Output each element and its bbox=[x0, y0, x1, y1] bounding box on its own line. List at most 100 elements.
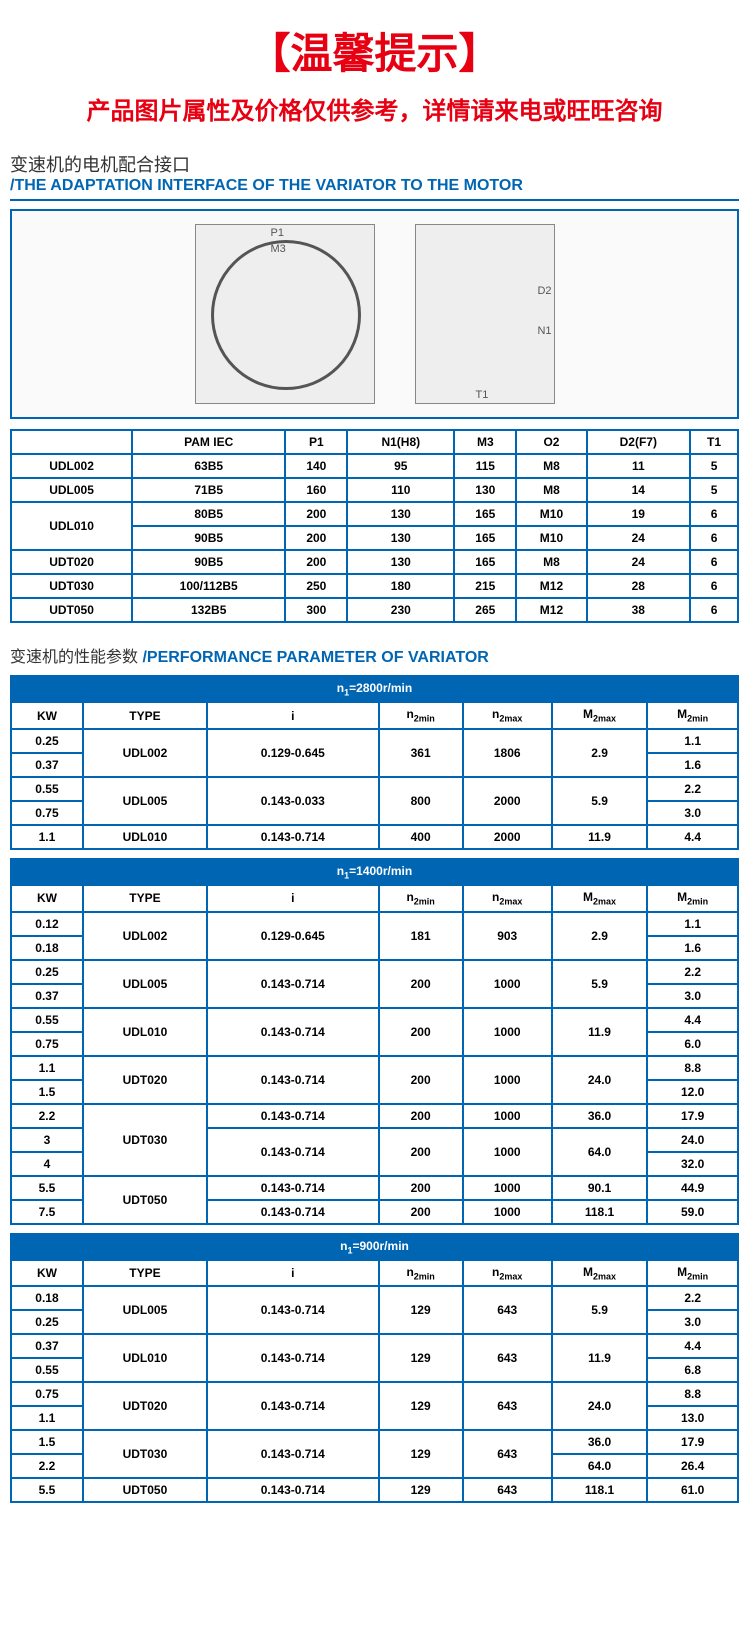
table-cell: 6 bbox=[690, 598, 738, 622]
perf-column-header: TYPE bbox=[83, 1260, 207, 1286]
perf-column-row: KWTYPEin2minn2maxM2maxM2min bbox=[11, 1260, 738, 1286]
table-header-cell: O2 bbox=[516, 430, 586, 454]
perf-cell: 129 bbox=[379, 1430, 463, 1478]
perf-cell: UDL002 bbox=[83, 729, 207, 777]
perf-cell: 24.0 bbox=[552, 1056, 648, 1104]
perf-column-header: n2min bbox=[379, 702, 463, 728]
perf-cell: 0.143-0.714 bbox=[207, 1478, 379, 1502]
table-cell: M10 bbox=[516, 526, 586, 550]
perf-cell: 11.9 bbox=[552, 1008, 648, 1056]
perf-cell: 2.2 bbox=[647, 1286, 738, 1310]
perf-column-row: KWTYPEin2minn2maxM2maxM2min bbox=[11, 885, 738, 911]
table-header-cell: PAM IEC bbox=[132, 430, 285, 454]
table-cell: UDT050 bbox=[11, 598, 132, 622]
table-cell: UDL005 bbox=[11, 478, 132, 502]
perf-data-row: 0.18UDL0050.143-0.7141296435.92.2 bbox=[11, 1286, 738, 1310]
perf-column-header: M2min bbox=[647, 885, 738, 911]
table-cell: UDL010 bbox=[11, 502, 132, 550]
perf-cell: 800 bbox=[379, 777, 463, 825]
perf-cell: UDT020 bbox=[83, 1382, 207, 1430]
table-cell: 28 bbox=[587, 574, 691, 598]
table-cell: 6 bbox=[690, 574, 738, 598]
table-cell: 215 bbox=[454, 574, 516, 598]
perf-data-row: 0.37UDL0100.143-0.71412964311.94.4 bbox=[11, 1334, 738, 1358]
perf-cell: 0.55 bbox=[11, 1008, 83, 1032]
table-cell: 165 bbox=[454, 502, 516, 526]
perf-cell: 61.0 bbox=[647, 1478, 738, 1502]
section2-title-en: /PERFORMANCE PARAMETER OF VARIATOR bbox=[142, 649, 488, 666]
perf-cell: 361 bbox=[379, 729, 463, 777]
table-cell: 6 bbox=[690, 526, 738, 550]
perf-data-row: 0.25UDL0020.129-0.64536118062.91.1 bbox=[11, 729, 738, 753]
table-cell: 130 bbox=[454, 478, 516, 502]
table-cell: M8 bbox=[516, 454, 586, 478]
perf-cell: 12.0 bbox=[647, 1080, 738, 1104]
perf-data-row: 0.25UDL0050.143-0.71420010005.92.2 bbox=[11, 960, 738, 984]
perf-column-header: n2min bbox=[379, 885, 463, 911]
perf-cell: 5.9 bbox=[552, 960, 648, 1008]
perf-cell: 1000 bbox=[463, 960, 552, 1008]
perf-cell: 1.1 bbox=[11, 1056, 83, 1080]
perf-cell: 11.9 bbox=[552, 1334, 648, 1382]
performance-table: n1=900r/minKWTYPEin2minn2maxM2maxM2min0.… bbox=[10, 1233, 739, 1504]
perf-column-header: n2min bbox=[379, 1260, 463, 1286]
table-cell: 300 bbox=[285, 598, 347, 622]
perf-cell: 200 bbox=[379, 1200, 463, 1224]
perf-column-header: i bbox=[207, 885, 379, 911]
perf-cell: 181 bbox=[379, 912, 463, 960]
perf-cell: 26.4 bbox=[647, 1454, 738, 1478]
perf-cell: 1.1 bbox=[11, 825, 83, 849]
perf-cell: 36.0 bbox=[552, 1104, 648, 1128]
perf-cell: 5.5 bbox=[11, 1478, 83, 1502]
diagram-label-m3: M3 bbox=[271, 243, 286, 255]
diagram-label-p1: P1 bbox=[271, 227, 284, 239]
perf-cell: 200 bbox=[379, 1176, 463, 1200]
table-cell: M12 bbox=[516, 574, 586, 598]
perf-cell: 2.9 bbox=[552, 912, 648, 960]
table-cell: 14 bbox=[587, 478, 691, 502]
perf-cell: UDL002 bbox=[83, 912, 207, 960]
table-cell: UDT020 bbox=[11, 550, 132, 574]
perf-cell: UDL005 bbox=[83, 1286, 207, 1334]
table-cell: 6 bbox=[690, 502, 738, 526]
perf-cell: 90.1 bbox=[552, 1176, 648, 1200]
table-header-cell bbox=[11, 430, 132, 454]
diagram-label-t1: T1 bbox=[476, 389, 489, 401]
perf-cell: 0.75 bbox=[11, 1032, 83, 1056]
perf-cell: 0.143-0.714 bbox=[207, 1104, 379, 1128]
perf-cell: 32.0 bbox=[647, 1152, 738, 1176]
table-cell: 90B5 bbox=[132, 526, 285, 550]
perf-cell: 0.143-0.714 bbox=[207, 1056, 379, 1104]
perf-cell: 0.143-0.714 bbox=[207, 1286, 379, 1334]
perf-cell: 64.0 bbox=[552, 1454, 648, 1478]
perf-cell: 4.4 bbox=[647, 1334, 738, 1358]
perf-cell: 2.2 bbox=[647, 777, 738, 801]
table-cell: 180 bbox=[347, 574, 454, 598]
perf-cell: 118.1 bbox=[552, 1200, 648, 1224]
perf-column-header: i bbox=[207, 702, 379, 728]
perf-cell: UDL005 bbox=[83, 960, 207, 1008]
perf-cell: 13.0 bbox=[647, 1406, 738, 1430]
main-title: 【温馨提示】 bbox=[10, 20, 739, 81]
table-cell: 165 bbox=[454, 550, 516, 574]
perf-header-cell: n1=2800r/min bbox=[11, 676, 738, 702]
perf-cell: 0.37 bbox=[11, 984, 83, 1008]
perf-cell: 643 bbox=[463, 1430, 552, 1478]
table-cell: 38 bbox=[587, 598, 691, 622]
perf-cell: 0.143-0.714 bbox=[207, 825, 379, 849]
perf-cell: 1.1 bbox=[647, 729, 738, 753]
diagram-front-view: P1 M3 bbox=[195, 224, 375, 404]
diagram-container: P1 M3 D2 N1 T1 bbox=[10, 209, 739, 419]
perf-cell: UDL005 bbox=[83, 777, 207, 825]
perf-data-row: 2.2UDT0300.143-0.714200100036.017.9 bbox=[11, 1104, 738, 1128]
perf-header-cell: n1=900r/min bbox=[11, 1234, 738, 1260]
perf-data-row: 1.1UDL0100.143-0.714400200011.94.4 bbox=[11, 825, 738, 849]
perf-cell: 643 bbox=[463, 1478, 552, 1502]
perf-cell: 0.143-0.714 bbox=[207, 1128, 379, 1176]
perf-cell: 1000 bbox=[463, 1056, 552, 1104]
perf-cell: 200 bbox=[379, 1128, 463, 1176]
perf-cell: 17.9 bbox=[647, 1430, 738, 1454]
table-cell: 250 bbox=[285, 574, 347, 598]
table-cell: 160 bbox=[285, 478, 347, 502]
table-header-row: PAM IECP1N1(H8)M3O2D2(F7)T1 bbox=[11, 430, 738, 454]
